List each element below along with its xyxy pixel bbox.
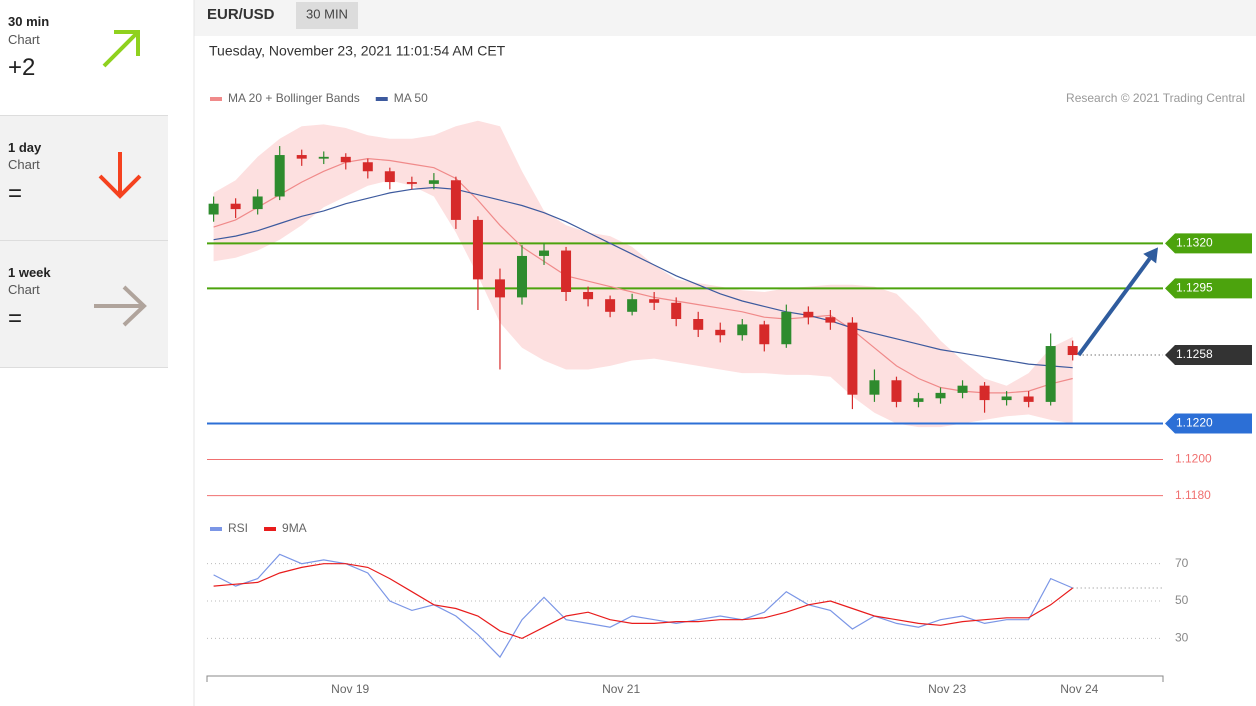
- candle-body: [472, 219, 483, 280]
- candle-body: [803, 311, 814, 318]
- candle-body: [847, 322, 858, 395]
- candle-body: [561, 250, 572, 292]
- candle-body: [450, 180, 461, 220]
- candle-body: [516, 255, 527, 298]
- signal-card[interactable]: 1 week Chart =: [0, 241, 168, 368]
- label: Chart: [8, 32, 40, 47]
- target-arrow: [1077, 257, 1152, 357]
- candle-body: [539, 250, 550, 256]
- signal-card[interactable]: 30 min Chart +2: [0, 0, 168, 116]
- arrow-right: [94, 285, 147, 327]
- y-tick-label: 30: [1175, 631, 1189, 645]
- candle-body: [318, 156, 329, 159]
- candle-body: [737, 324, 748, 336]
- candle-body: [715, 329, 726, 336]
- candle-body: [274, 155, 285, 197]
- level-tag: [1165, 278, 1252, 299]
- header-bar: [194, 0, 1256, 36]
- candle-body: [627, 299, 638, 312]
- candle-body: [296, 155, 307, 159]
- period: 30 min: [8, 14, 50, 29]
- y-tick-label: 70: [1175, 556, 1189, 570]
- candle-body: [1023, 396, 1034, 402]
- level-label: 1.1200: [1175, 452, 1212, 466]
- symbol: EUR/USD: [207, 6, 275, 23]
- candle-body: [825, 317, 836, 323]
- candle-body: [781, 311, 792, 345]
- candle-body: [1067, 346, 1078, 356]
- level-label: 1.1320: [1176, 236, 1213, 250]
- interval-button[interactable]: [296, 2, 358, 29]
- legend-label: 9MA: [282, 521, 307, 535]
- timestamp: Tuesday, November 23, 2021 11:01:54 AM C…: [209, 43, 506, 59]
- arrow-up-right: [102, 30, 140, 68]
- candle-body: [869, 380, 880, 395]
- candle-body: [494, 279, 505, 298]
- candle-body: [913, 398, 924, 402]
- source: Research © 2021 Trading Central: [1066, 91, 1245, 105]
- label: Chart: [8, 157, 40, 172]
- level-label: 1.1220: [1176, 416, 1213, 430]
- period: 1 day: [8, 140, 42, 155]
- moving-average: [213, 186, 1073, 369]
- signal: =: [8, 305, 23, 332]
- moving-average: [213, 157, 1073, 394]
- level-label: 1.1180: [1175, 488, 1211, 502]
- candle-body: [979, 385, 990, 401]
- x-tick-label: Nov 23: [928, 682, 966, 696]
- candle-body: [428, 180, 439, 184]
- candle-body: [957, 385, 968, 393]
- period: 1 week: [8, 265, 51, 280]
- signal: +2: [8, 54, 36, 81]
- candle-body: [891, 380, 902, 402]
- arrow-down: [98, 152, 142, 199]
- bollinger-band: [213, 120, 1073, 428]
- level-tag: [1165, 345, 1252, 366]
- candle-body: [406, 182, 417, 184]
- candle-body: [583, 291, 594, 300]
- candle-body: [230, 203, 241, 210]
- candle-body: [671, 302, 682, 320]
- x-tick-label: Nov 19: [331, 682, 369, 696]
- candle-body: [1001, 396, 1012, 401]
- candle-body: [649, 299, 660, 303]
- legend-label: RSI: [228, 521, 248, 535]
- signal-card[interactable]: 1 day Chart =: [0, 116, 168, 241]
- level-label: 1.1258: [1176, 347, 1213, 361]
- x-axis: [206, 675, 1164, 682]
- candle-body: [208, 203, 219, 215]
- level-tag: [1165, 233, 1252, 254]
- candle-body: [362, 162, 373, 172]
- legend-label: MA 20 + Bollinger Bands: [228, 91, 360, 105]
- target-arrowhead: [1143, 247, 1158, 264]
- level-tag: [1165, 413, 1252, 434]
- candle-body: [693, 319, 704, 330]
- interval: 30 MIN: [306, 6, 348, 21]
- candle-body: [605, 299, 616, 312]
- signal: =: [8, 180, 23, 207]
- x-tick-label: Nov 21: [602, 682, 640, 696]
- y-tick-label: 50: [1175, 593, 1189, 607]
- legend-label: MA 50: [394, 91, 428, 105]
- level-label: 1.1295: [1176, 281, 1213, 295]
- candle-body: [340, 156, 351, 163]
- candle-body: [935, 392, 946, 399]
- candle-body: [252, 196, 263, 210]
- candle-body: [384, 171, 395, 183]
- indicator-line: [213, 553, 1073, 659]
- candle-body: [759, 324, 770, 345]
- indicator-line: [213, 563, 1074, 640]
- label: Chart: [8, 282, 40, 297]
- candle-body: [1045, 346, 1056, 402]
- x-tick-label: Nov 24: [1060, 682, 1098, 696]
